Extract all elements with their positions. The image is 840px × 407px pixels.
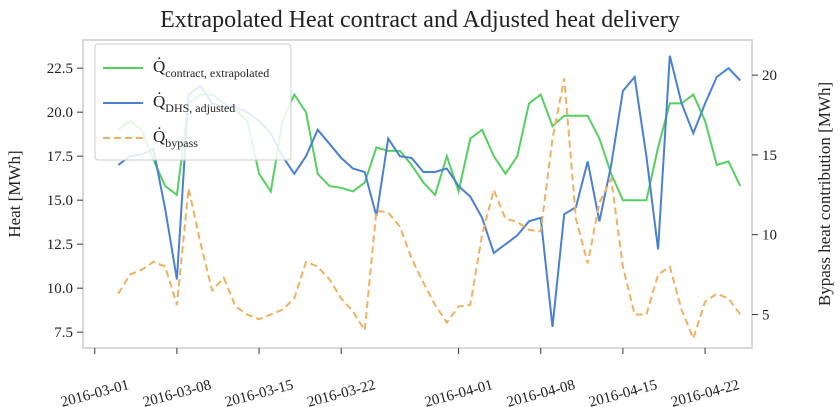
x-tick-label: 2016-03-22 — [306, 377, 378, 407]
y2-tick-label: 5 — [762, 307, 770, 323]
legend-label: Q̇bypass — [153, 127, 198, 150]
x-tick-label: 2016-04-01 — [423, 377, 495, 407]
series-line — [117, 78, 742, 342]
y-tick-label: 20.0 — [47, 105, 73, 121]
x-tick-label: 2016-04-15 — [587, 377, 659, 407]
legend-name: Q̇ — [153, 92, 165, 111]
y-tick-label: 22.5 — [47, 61, 73, 77]
y-axis-label: Heat [MWh] — [5, 150, 24, 237]
y2-axis-label: Bypass heat contribution [MWh] — [815, 82, 834, 306]
legend-name: Q̇ — [153, 57, 165, 76]
x-tick-label: 2016-04-08 — [505, 377, 577, 407]
y-tick-label: 10.0 — [47, 281, 73, 297]
legend-label: Q̇contract, extrapolated — [153, 57, 269, 80]
legend-subscript: DHS, adjusted — [165, 101, 235, 115]
y2-tick-label: 20 — [762, 68, 777, 84]
plot-frame — [82, 39, 753, 349]
legend-box — [94, 43, 292, 161]
x-tick-label: 2016-04-22 — [669, 377, 741, 407]
y2-tick-label: 10 — [762, 228, 777, 244]
legend-label: Q̇DHS, adjusted — [153, 92, 235, 115]
y-tick-label: 7.5 — [54, 325, 73, 341]
x-tick-label: 2016-03-01 — [59, 377, 131, 407]
legend-name: Q̇ — [153, 127, 165, 146]
x-tick-label: 2016-03-15 — [223, 377, 295, 407]
y2-tick-label: 15 — [762, 148, 777, 164]
y-tick-label: 15.0 — [47, 193, 73, 209]
y-tick-label: 12.5 — [47, 237, 73, 253]
x-tick-label: 2016-03-08 — [141, 377, 213, 407]
legend-subscript: bypass — [165, 136, 198, 150]
legend-subscript: contract, extrapolated — [165, 66, 269, 80]
chart-title: Extrapolated Heat contract and Adjusted … — [160, 7, 680, 33]
y-tick-label: 17.5 — [47, 149, 73, 165]
